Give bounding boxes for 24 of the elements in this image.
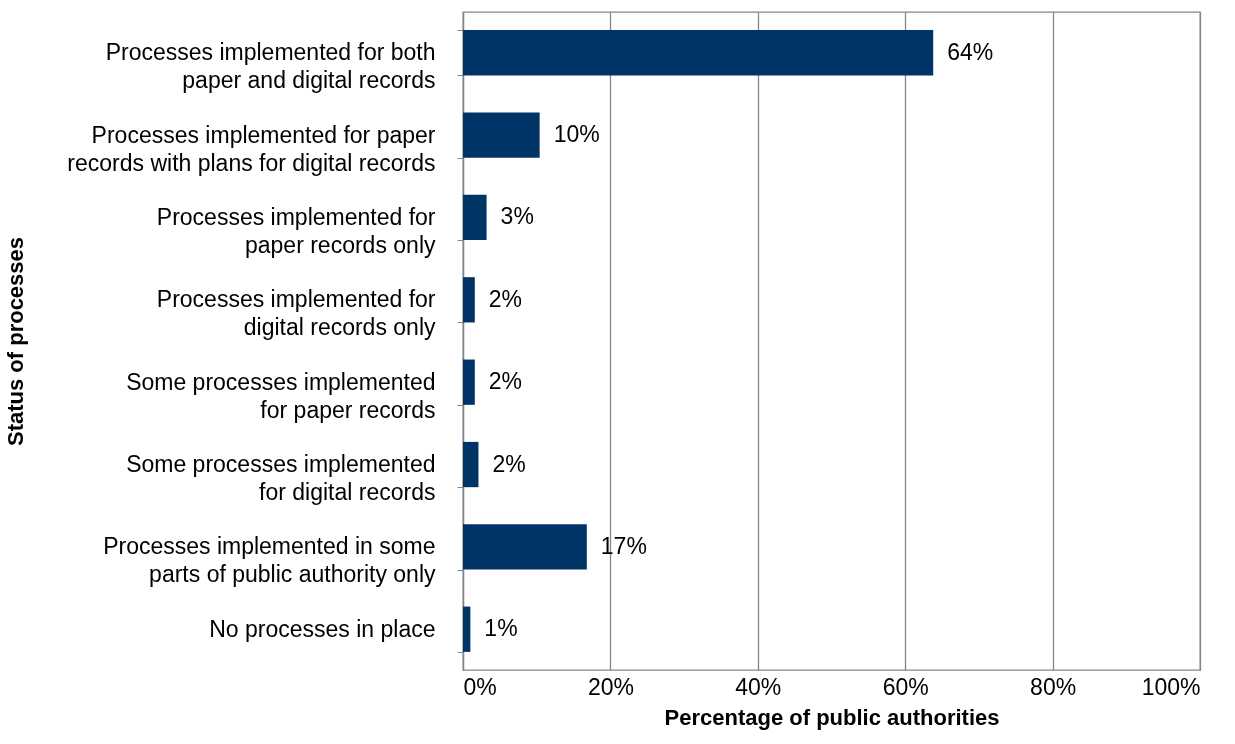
x-tick-label: 40% [735,673,782,700]
y-tick-label: Processes implemented for digital records only [156,286,436,341]
y-axis-title: Status of processes [2,236,28,447]
x-tick-label: 80% [1030,673,1077,700]
y-tick-label: Some processes implemented for paper records [126,368,436,423]
y-tick-label: Processes implemented in some parts of public authority only [103,533,436,588]
data-label: 2% [492,450,526,477]
data-label: 1% [484,615,518,642]
data-label: 64% [947,38,994,65]
x-tick-label: 60% [882,673,929,700]
x-axis-title: Percentage of public authorities [664,704,1000,730]
x-tick-label: 20% [587,673,634,700]
y-tick-label: Some processes implemented for digital records [126,451,436,506]
x-tick-label: 100% [1141,673,1201,700]
data-label: 10% [553,121,600,148]
data-label: 2% [488,285,523,312]
y-tick-label: Processes implemented for paper records with plans for digital records [67,121,436,176]
x-tick-label: 0% [463,673,497,700]
y-tick-label: Processes implemented for both paper and digital records [105,39,436,94]
data-label: 17% [600,532,647,559]
y-tick-label: No processes in place [209,615,436,642]
data-label: 3% [500,203,534,230]
y-tick-label: Processes implemented for paper records only [156,203,436,258]
data-label: 2% [488,368,523,395]
